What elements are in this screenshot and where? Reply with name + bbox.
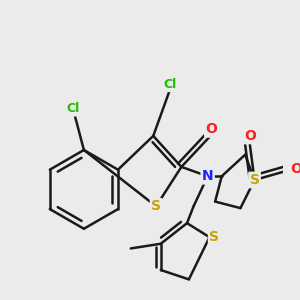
Text: O: O: [290, 162, 300, 176]
Text: Cl: Cl: [66, 102, 79, 115]
Text: S: S: [250, 173, 260, 187]
Text: Cl: Cl: [164, 78, 177, 91]
Text: N: N: [202, 169, 214, 183]
Text: O: O: [244, 129, 256, 143]
Text: S: S: [151, 199, 161, 213]
Text: S: S: [209, 230, 219, 244]
Text: O: O: [206, 122, 217, 136]
